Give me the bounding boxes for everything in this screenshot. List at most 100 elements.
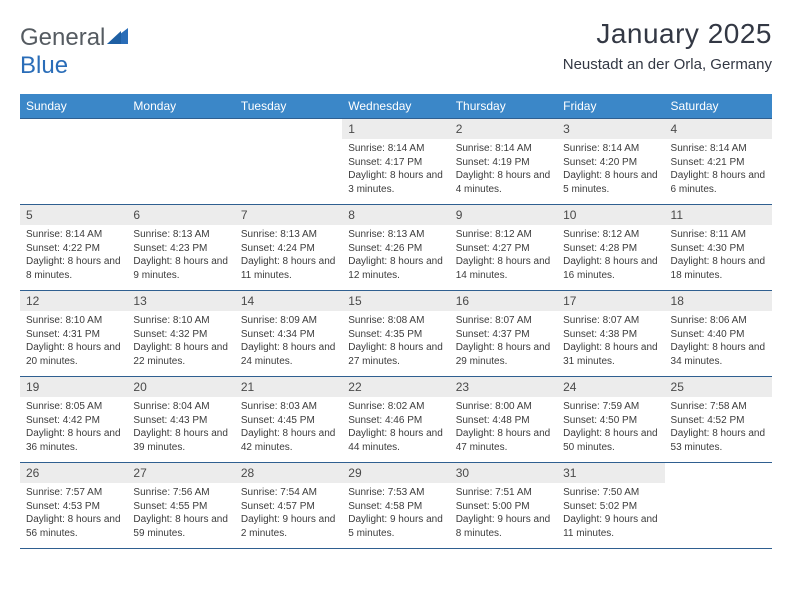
daylight-line: Daylight: 8 hours and 16 minutes.	[563, 255, 658, 282]
sunset-line: Sunset: 4:58 PM	[348, 500, 443, 514]
daylight-line: Daylight: 8 hours and 27 minutes.	[348, 341, 443, 368]
calendar-day-cell: 21Sunrise: 8:03 AMSunset: 4:45 PMDayligh…	[235, 377, 342, 463]
day-details: Sunrise: 8:14 AMSunset: 4:17 PMDaylight:…	[342, 139, 449, 200]
daylight-line: Daylight: 9 hours and 2 minutes.	[241, 513, 336, 540]
day-details: Sunrise: 8:14 AMSunset: 4:21 PMDaylight:…	[665, 139, 772, 200]
day-details: Sunrise: 7:53 AMSunset: 4:58 PMDaylight:…	[342, 483, 449, 544]
brand-logo: GeneralBlue	[20, 18, 129, 80]
day-number: 1	[342, 119, 449, 139]
title-block: January 2025 Neustadt an der Orla, Germa…	[563, 18, 772, 73]
calendar-day-cell: 8Sunrise: 8:13 AMSunset: 4:26 PMDaylight…	[342, 205, 449, 291]
daylight-line: Daylight: 8 hours and 47 minutes.	[456, 427, 551, 454]
daylight-line: Daylight: 8 hours and 39 minutes.	[133, 427, 228, 454]
sunset-line: Sunset: 4:48 PM	[456, 414, 551, 428]
sunrise-line: Sunrise: 8:07 AM	[456, 314, 551, 328]
sunset-line: Sunset: 4:35 PM	[348, 328, 443, 342]
sunset-line: Sunset: 4:31 PM	[26, 328, 121, 342]
day-number: 13	[127, 291, 234, 311]
calendar-empty-cell	[665, 463, 772, 549]
day-number: 28	[235, 463, 342, 483]
sunset-line: Sunset: 4:17 PM	[348, 156, 443, 170]
page-header: GeneralBlue January 2025 Neustadt an der…	[20, 18, 772, 80]
day-number: 10	[557, 205, 664, 225]
day-details: Sunrise: 7:57 AMSunset: 4:53 PMDaylight:…	[20, 483, 127, 544]
sunrise-line: Sunrise: 8:14 AM	[456, 142, 551, 156]
sunrise-line: Sunrise: 8:06 AM	[671, 314, 766, 328]
sunset-line: Sunset: 4:42 PM	[26, 414, 121, 428]
weekday-header-cell: Monday	[127, 94, 234, 119]
sunset-line: Sunset: 4:37 PM	[456, 328, 551, 342]
calendar-day-cell: 4Sunrise: 8:14 AMSunset: 4:21 PMDaylight…	[665, 119, 772, 205]
day-details: Sunrise: 8:10 AMSunset: 4:32 PMDaylight:…	[127, 311, 234, 372]
calendar-day-cell: 3Sunrise: 8:14 AMSunset: 4:20 PMDaylight…	[557, 119, 664, 205]
weekday-header-cell: Friday	[557, 94, 664, 119]
calendar-day-cell: 13Sunrise: 8:10 AMSunset: 4:32 PMDayligh…	[127, 291, 234, 377]
sunset-line: Sunset: 4:57 PM	[241, 500, 336, 514]
day-number: 11	[665, 205, 772, 225]
weekday-header-cell: Wednesday	[342, 94, 449, 119]
sunrise-line: Sunrise: 8:07 AM	[563, 314, 658, 328]
calendar-day-cell: 15Sunrise: 8:08 AMSunset: 4:35 PMDayligh…	[342, 291, 449, 377]
sunrise-line: Sunrise: 8:14 AM	[563, 142, 658, 156]
day-number: 24	[557, 377, 664, 397]
calendar-day-cell: 20Sunrise: 8:04 AMSunset: 4:43 PMDayligh…	[127, 377, 234, 463]
day-details: Sunrise: 7:51 AMSunset: 5:00 PMDaylight:…	[450, 483, 557, 544]
sunrise-line: Sunrise: 8:05 AM	[26, 400, 121, 414]
brand-sail-icon	[107, 24, 129, 52]
calendar-day-cell: 19Sunrise: 8:05 AMSunset: 4:42 PMDayligh…	[20, 377, 127, 463]
daylight-line: Daylight: 8 hours and 20 minutes.	[26, 341, 121, 368]
calendar-day-cell: 29Sunrise: 7:53 AMSunset: 4:58 PMDayligh…	[342, 463, 449, 549]
daylight-line: Daylight: 8 hours and 53 minutes.	[671, 427, 766, 454]
calendar-day-cell: 22Sunrise: 8:02 AMSunset: 4:46 PMDayligh…	[342, 377, 449, 463]
sunset-line: Sunset: 4:30 PM	[671, 242, 766, 256]
day-number: 31	[557, 463, 664, 483]
brand-part1: General	[20, 24, 105, 51]
location-label: Neustadt an der Orla, Germany	[563, 56, 772, 73]
weekday-header-cell: Sunday	[20, 94, 127, 119]
day-details: Sunrise: 8:02 AMSunset: 4:46 PMDaylight:…	[342, 397, 449, 458]
calendar-day-cell: 18Sunrise: 8:06 AMSunset: 4:40 PMDayligh…	[665, 291, 772, 377]
weekday-header-cell: Saturday	[665, 94, 772, 119]
calendar-day-cell: 10Sunrise: 8:12 AMSunset: 4:28 PMDayligh…	[557, 205, 664, 291]
sunrise-line: Sunrise: 8:03 AM	[241, 400, 336, 414]
day-number: 8	[342, 205, 449, 225]
sunrise-line: Sunrise: 8:14 AM	[671, 142, 766, 156]
day-details: Sunrise: 8:12 AMSunset: 4:27 PMDaylight:…	[450, 225, 557, 286]
sunrise-line: Sunrise: 8:04 AM	[133, 400, 228, 414]
day-details: Sunrise: 8:07 AMSunset: 4:37 PMDaylight:…	[450, 311, 557, 372]
calendar-day-cell: 24Sunrise: 7:59 AMSunset: 4:50 PMDayligh…	[557, 377, 664, 463]
calendar-week-row: 12Sunrise: 8:10 AMSunset: 4:31 PMDayligh…	[20, 291, 772, 377]
sunrise-line: Sunrise: 7:59 AM	[563, 400, 658, 414]
calendar-body: 1Sunrise: 8:14 AMSunset: 4:17 PMDaylight…	[20, 119, 772, 549]
calendar-day-cell: 14Sunrise: 8:09 AMSunset: 4:34 PMDayligh…	[235, 291, 342, 377]
daylight-line: Daylight: 8 hours and 6 minutes.	[671, 169, 766, 196]
daylight-line: Daylight: 8 hours and 42 minutes.	[241, 427, 336, 454]
sunrise-line: Sunrise: 7:54 AM	[241, 486, 336, 500]
sunset-line: Sunset: 5:00 PM	[456, 500, 551, 514]
day-details: Sunrise: 8:14 AMSunset: 4:19 PMDaylight:…	[450, 139, 557, 200]
sunset-line: Sunset: 5:02 PM	[563, 500, 658, 514]
sunset-line: Sunset: 4:38 PM	[563, 328, 658, 342]
calendar-day-cell: 16Sunrise: 8:07 AMSunset: 4:37 PMDayligh…	[450, 291, 557, 377]
day-details: Sunrise: 8:11 AMSunset: 4:30 PMDaylight:…	[665, 225, 772, 286]
sunset-line: Sunset: 4:34 PM	[241, 328, 336, 342]
day-number: 7	[235, 205, 342, 225]
daylight-line: Daylight: 8 hours and 8 minutes.	[26, 255, 121, 282]
calendar-empty-cell	[235, 119, 342, 205]
sunrise-line: Sunrise: 8:02 AM	[348, 400, 443, 414]
calendar-week-row: 1Sunrise: 8:14 AMSunset: 4:17 PMDaylight…	[20, 119, 772, 205]
sunrise-line: Sunrise: 7:51 AM	[456, 486, 551, 500]
day-number: 5	[20, 205, 127, 225]
sunset-line: Sunset: 4:43 PM	[133, 414, 228, 428]
day-details: Sunrise: 8:04 AMSunset: 4:43 PMDaylight:…	[127, 397, 234, 458]
sunrise-line: Sunrise: 8:13 AM	[241, 228, 336, 242]
day-details: Sunrise: 7:56 AMSunset: 4:55 PMDaylight:…	[127, 483, 234, 544]
sunrise-line: Sunrise: 8:10 AM	[133, 314, 228, 328]
daylight-line: Daylight: 8 hours and 9 minutes.	[133, 255, 228, 282]
day-details: Sunrise: 8:06 AMSunset: 4:40 PMDaylight:…	[665, 311, 772, 372]
sunrise-line: Sunrise: 8:12 AM	[456, 228, 551, 242]
day-details: Sunrise: 7:50 AMSunset: 5:02 PMDaylight:…	[557, 483, 664, 544]
sunset-line: Sunset: 4:26 PM	[348, 242, 443, 256]
calendar-day-cell: 5Sunrise: 8:14 AMSunset: 4:22 PMDaylight…	[20, 205, 127, 291]
calendar-day-cell: 9Sunrise: 8:12 AMSunset: 4:27 PMDaylight…	[450, 205, 557, 291]
